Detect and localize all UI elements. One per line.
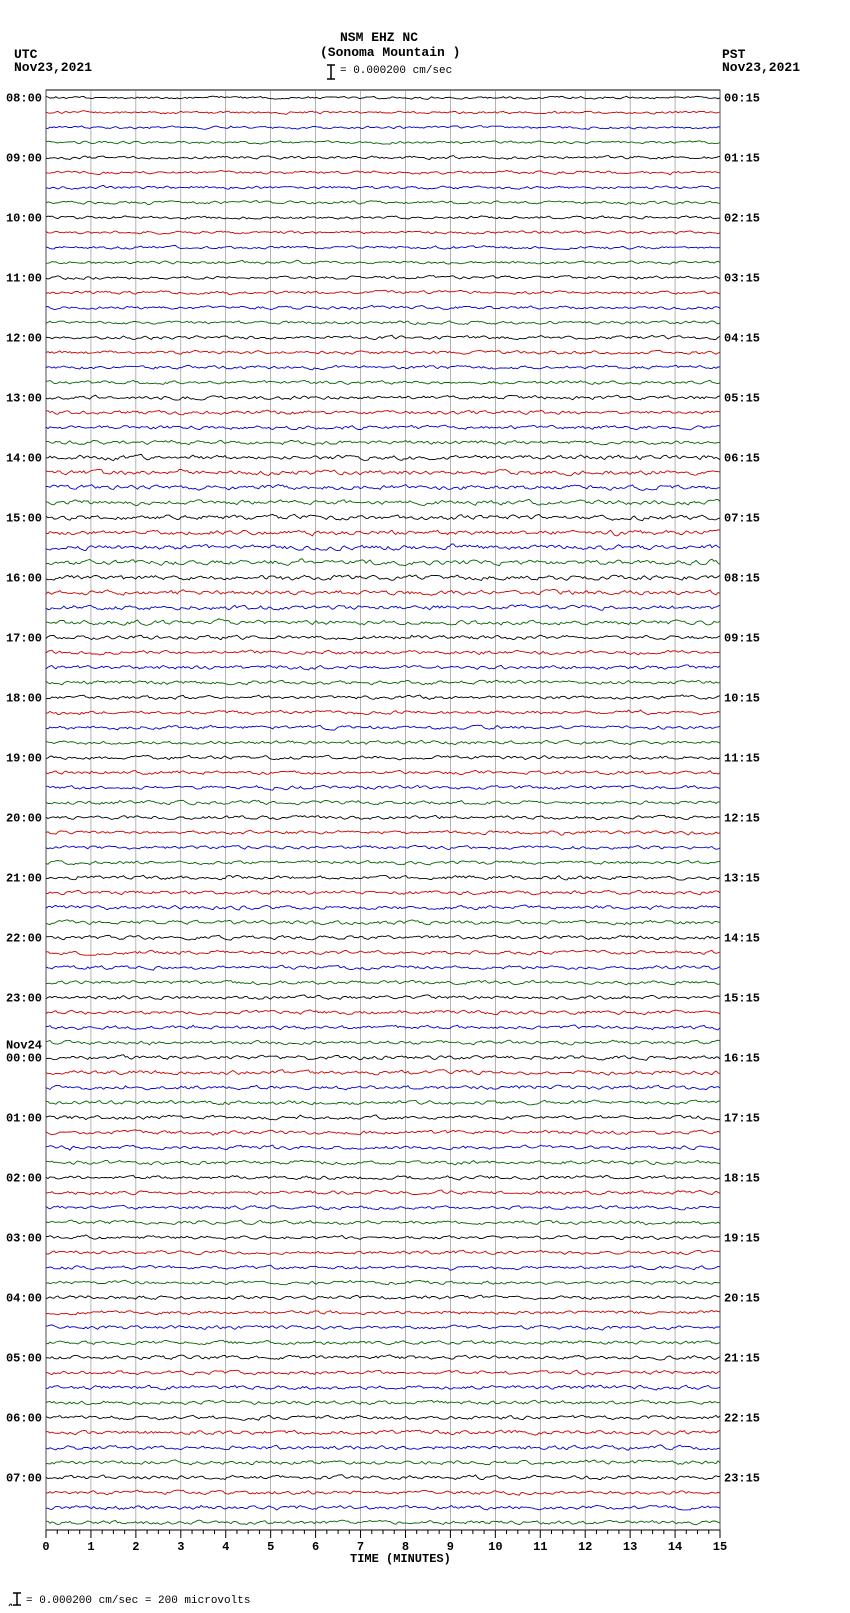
- seismogram-plot: 012345678910111213141508:0009:0010:0011:…: [0, 0, 850, 1580]
- svg-text:03:00: 03:00: [6, 1232, 42, 1246]
- svg-text:12:00: 12:00: [6, 332, 42, 346]
- svg-text:0: 0: [42, 1540, 49, 1554]
- svg-text:00:00: 00:00: [6, 1052, 42, 1066]
- x-axis-label: TIME (MINUTES): [350, 1552, 451, 1566]
- svg-text:04:15: 04:15: [724, 332, 760, 346]
- svg-text:21:15: 21:15: [724, 1352, 760, 1366]
- svg-text:11:00: 11:00: [6, 272, 42, 286]
- svg-text:14:00: 14:00: [6, 452, 42, 466]
- svg-text:07:00: 07:00: [6, 1472, 42, 1486]
- svg-text:03:15: 03:15: [724, 272, 760, 286]
- svg-text:06:00: 06:00: [6, 1412, 42, 1426]
- svg-text:4: 4: [222, 1540, 229, 1554]
- svg-text:12: 12: [578, 1540, 592, 1554]
- svg-text:02:15: 02:15: [724, 212, 760, 226]
- svg-text:10:15: 10:15: [724, 692, 760, 706]
- svg-text:13:15: 13:15: [724, 872, 760, 886]
- svg-text:5: 5: [267, 1540, 274, 1554]
- svg-text:10: 10: [488, 1540, 502, 1554]
- svg-text:12:15: 12:15: [724, 812, 760, 826]
- svg-text:01:15: 01:15: [724, 152, 760, 166]
- svg-text:19:00: 19:00: [6, 752, 42, 766]
- svg-text:23:15: 23:15: [724, 1472, 760, 1486]
- svg-text:15:00: 15:00: [6, 512, 42, 526]
- footer-scale-bar-icon: [8, 1590, 22, 1608]
- svg-text:04:00: 04:00: [6, 1292, 42, 1306]
- svg-text:09:00: 09:00: [6, 152, 42, 166]
- svg-text:22:15: 22:15: [724, 1412, 760, 1426]
- svg-text:00:15: 00:15: [724, 92, 760, 106]
- svg-text:13:00: 13:00: [6, 392, 42, 406]
- svg-text:18:15: 18:15: [724, 1172, 760, 1186]
- svg-text:15:15: 15:15: [724, 992, 760, 1006]
- svg-text:13: 13: [623, 1540, 637, 1554]
- svg-text:08:15: 08:15: [724, 572, 760, 586]
- seismogram-container: NSM EHZ NC (Sonoma Mountain ) UTC Nov23,…: [0, 0, 850, 1613]
- svg-text:1: 1: [87, 1540, 94, 1554]
- svg-text:10:00: 10:00: [6, 212, 42, 226]
- svg-text:18:00: 18:00: [6, 692, 42, 706]
- footer-text: = 0.000200 cm/sec = 200 microvolts: [26, 1595, 250, 1607]
- svg-text:05:15: 05:15: [724, 392, 760, 406]
- svg-text:01:00: 01:00: [6, 1112, 42, 1126]
- svg-text:20:15: 20:15: [724, 1292, 760, 1306]
- svg-text:23:00: 23:00: [6, 992, 42, 1006]
- svg-text:20:00: 20:00: [6, 812, 42, 826]
- svg-text:19:15: 19:15: [724, 1232, 760, 1246]
- svg-text:11:15: 11:15: [724, 752, 760, 766]
- svg-text:07:15: 07:15: [724, 512, 760, 526]
- svg-text:06:15: 06:15: [724, 452, 760, 466]
- svg-text:16:15: 16:15: [724, 1052, 760, 1066]
- svg-text:02:00: 02:00: [6, 1172, 42, 1186]
- svg-text:14:15: 14:15: [724, 932, 760, 946]
- svg-text:6: 6: [312, 1540, 319, 1554]
- svg-text:09:15: 09:15: [724, 632, 760, 646]
- svg-text:14: 14: [668, 1540, 682, 1554]
- svg-text:2: 2: [132, 1540, 139, 1554]
- svg-text:22:00: 22:00: [6, 932, 42, 946]
- svg-text:3: 3: [177, 1540, 184, 1554]
- svg-text:17:15: 17:15: [724, 1112, 760, 1126]
- svg-text:11: 11: [533, 1540, 547, 1554]
- svg-text:08:00: 08:00: [6, 92, 42, 106]
- svg-text:Nov24: Nov24: [6, 1039, 42, 1053]
- svg-text:17:00: 17:00: [6, 632, 42, 646]
- svg-text:16:00: 16:00: [6, 572, 42, 586]
- svg-text:21:00: 21:00: [6, 872, 42, 886]
- svg-text:15: 15: [713, 1540, 727, 1554]
- svg-text:05:00: 05:00: [6, 1352, 42, 1366]
